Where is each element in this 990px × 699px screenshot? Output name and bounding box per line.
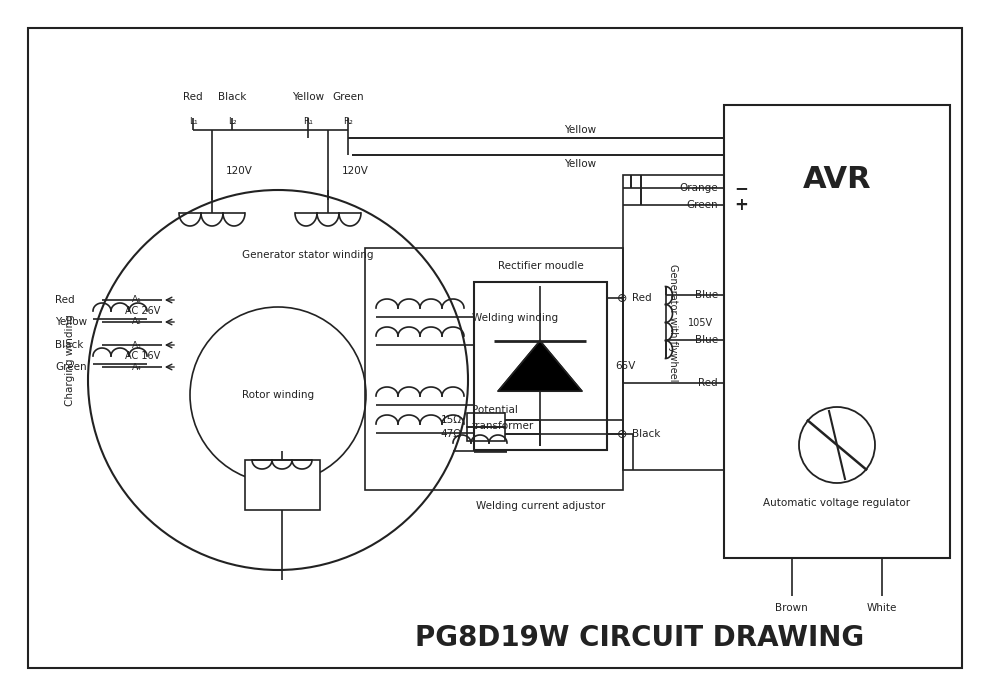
- Bar: [623, 175, 724, 470]
- Text: Black: Black: [632, 429, 660, 439]
- Text: ⊖: ⊖: [294, 469, 306, 483]
- Text: Charging winding: Charging winding: [65, 314, 75, 406]
- Text: +: +: [734, 196, 747, 214]
- Text: Black: Black: [55, 340, 83, 350]
- Text: A₃: A₃: [133, 340, 142, 350]
- Text: Blue: Blue: [695, 290, 718, 300]
- Text: L₁: L₁: [189, 117, 197, 127]
- Text: R₁: R₁: [303, 117, 313, 127]
- Text: White: White: [867, 603, 897, 613]
- Text: Yellow: Yellow: [564, 125, 596, 135]
- Text: Automatic voltage regulator: Automatic voltage regulator: [763, 498, 911, 508]
- Text: A₄: A₄: [133, 363, 142, 371]
- Text: R₂: R₂: [344, 117, 353, 127]
- Bar: [467, 427, 505, 441]
- Text: Red: Red: [632, 293, 651, 303]
- Text: 120V: 120V: [342, 166, 369, 176]
- Text: 65V: 65V: [615, 361, 636, 371]
- Text: Green: Green: [55, 362, 87, 372]
- Bar: [474, 282, 607, 450]
- Text: 15Ω: 15Ω: [441, 415, 462, 425]
- Bar: [245, 460, 320, 510]
- Text: 47Ω: 47Ω: [441, 429, 462, 439]
- Text: 105V: 105V: [687, 317, 713, 328]
- Text: PG8D19W CIRCUIT DRAWING: PG8D19W CIRCUIT DRAWING: [416, 624, 864, 652]
- Text: Red: Red: [55, 295, 74, 305]
- Text: Green: Green: [686, 200, 718, 210]
- Text: Generator with flywheel: Generator with flywheel: [668, 264, 678, 381]
- Text: Orange: Orange: [679, 183, 718, 193]
- Text: Brown: Brown: [775, 603, 808, 613]
- Text: Rotor winding: Rotor winding: [242, 390, 314, 400]
- Text: Red: Red: [183, 92, 203, 102]
- Text: AVR: AVR: [803, 166, 871, 194]
- Text: Yellow: Yellow: [55, 317, 87, 327]
- Text: ⊕: ⊕: [617, 291, 628, 305]
- Text: Generator stator winding: Generator stator winding: [243, 250, 374, 260]
- Text: Carbon brush: Carbon brush: [248, 495, 315, 505]
- Text: Yellow: Yellow: [292, 92, 324, 102]
- Text: ⊕: ⊕: [258, 469, 270, 483]
- Text: A₁: A₁: [133, 296, 142, 305]
- Text: Black: Black: [218, 92, 247, 102]
- Text: transformer: transformer: [472, 421, 535, 431]
- Bar: [724, 105, 950, 558]
- Text: AC 16V: AC 16V: [125, 351, 160, 361]
- Bar: [365, 248, 623, 490]
- Text: Green: Green: [333, 92, 363, 102]
- Bar: [467, 413, 505, 427]
- Text: L₂: L₂: [228, 117, 237, 127]
- Text: Red: Red: [698, 378, 718, 388]
- Text: A₂: A₂: [133, 317, 142, 326]
- Text: 120V: 120V: [226, 166, 252, 176]
- Text: Welding winding: Welding winding: [472, 313, 558, 323]
- Text: Rectifier moudle: Rectifier moudle: [498, 261, 583, 271]
- Polygon shape: [498, 341, 582, 391]
- Text: Welding current adjustor: Welding current adjustor: [476, 501, 605, 511]
- Text: Blue: Blue: [695, 335, 718, 345]
- Text: ⊖: ⊖: [617, 428, 628, 440]
- Text: AC 26V: AC 26V: [125, 306, 160, 316]
- Text: −: −: [734, 179, 747, 197]
- Text: Yellow: Yellow: [564, 159, 596, 169]
- Text: Potential: Potential: [472, 405, 518, 415]
